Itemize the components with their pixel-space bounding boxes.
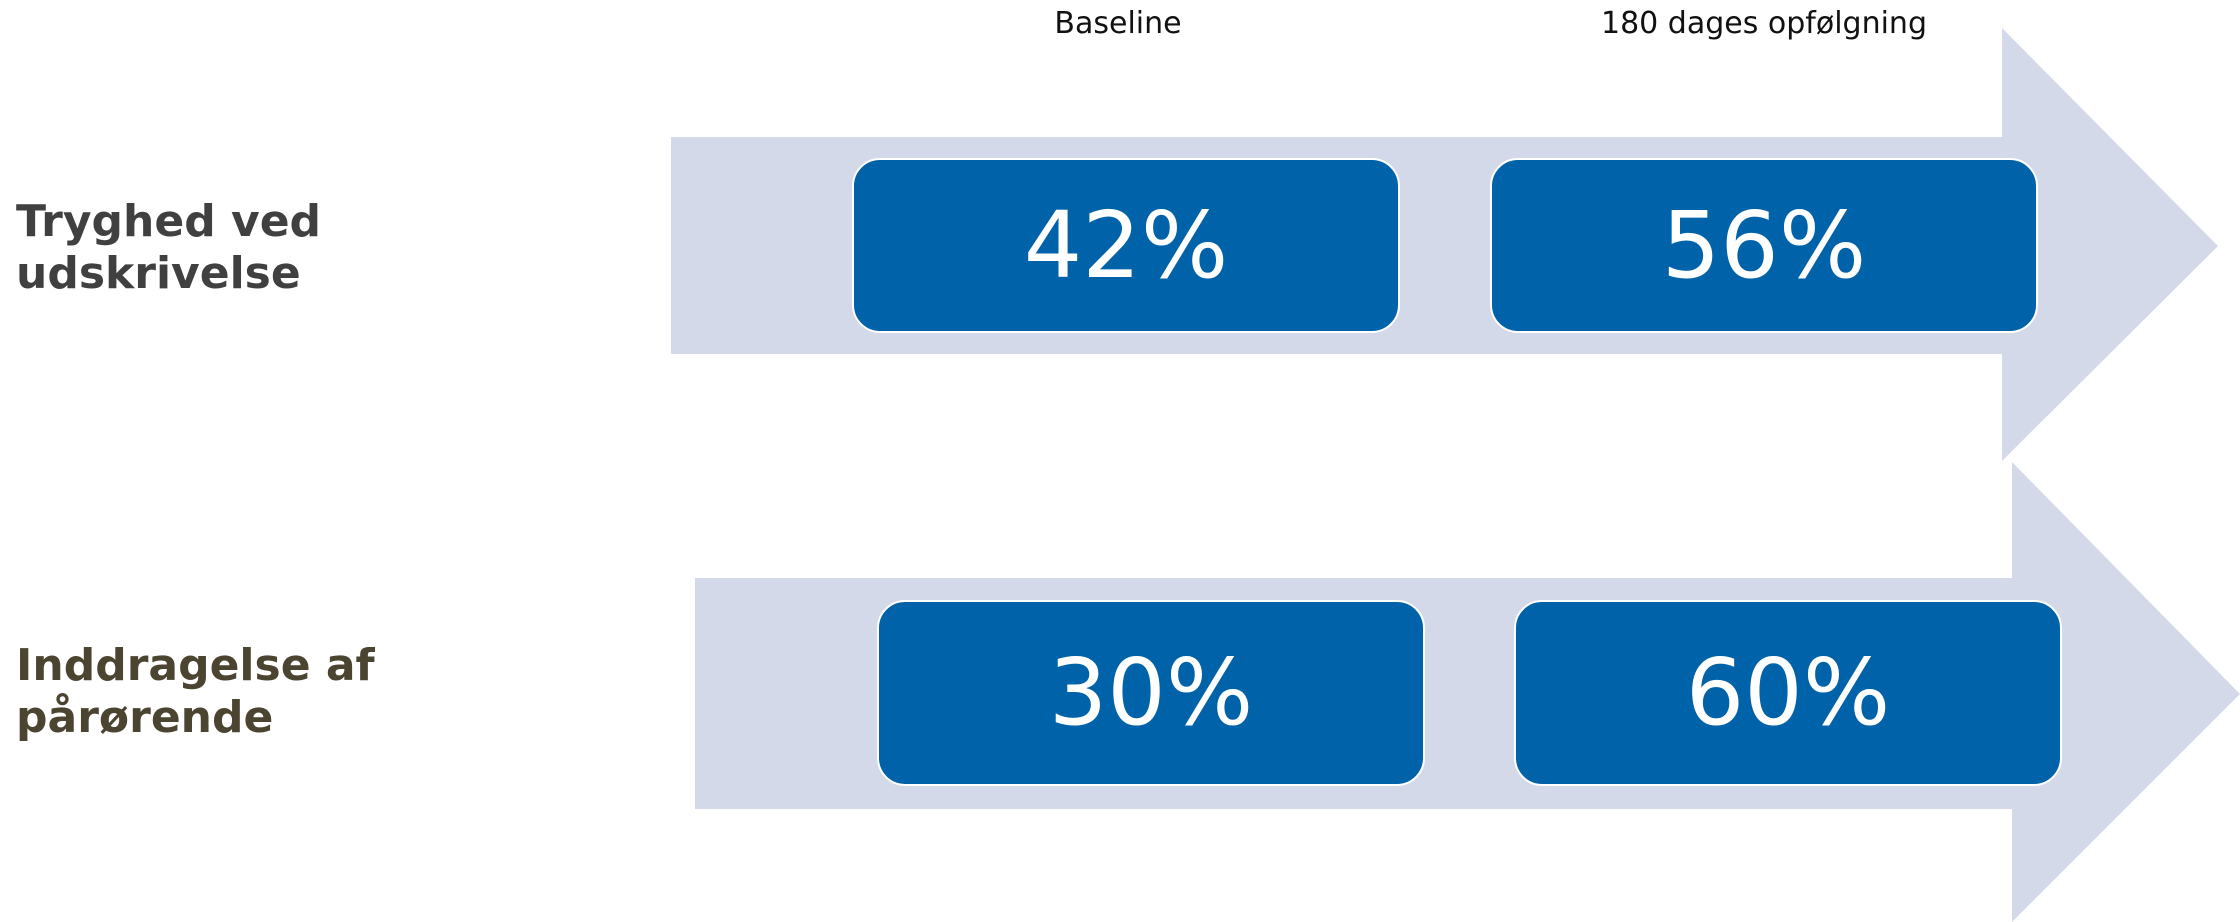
- row-2-baseline-value: 30%: [877, 600, 1425, 786]
- row-1-label: Tryghed ved udskrivelse: [16, 196, 322, 299]
- row-1-followup-value: 56%: [1490, 158, 2038, 333]
- row-2-label: Inddragelse af pårørende: [16, 640, 375, 743]
- row-1-arrow: [671, 28, 2218, 461]
- row-2-followup-value: 60%: [1514, 600, 2062, 786]
- row-2-arrow: [695, 462, 2240, 922]
- row-1-baseline-value: 42%: [852, 158, 1400, 333]
- column-header-baseline: Baseline: [1054, 6, 1182, 41]
- column-header-followup: 180 dages opfølgning: [1601, 6, 1927, 41]
